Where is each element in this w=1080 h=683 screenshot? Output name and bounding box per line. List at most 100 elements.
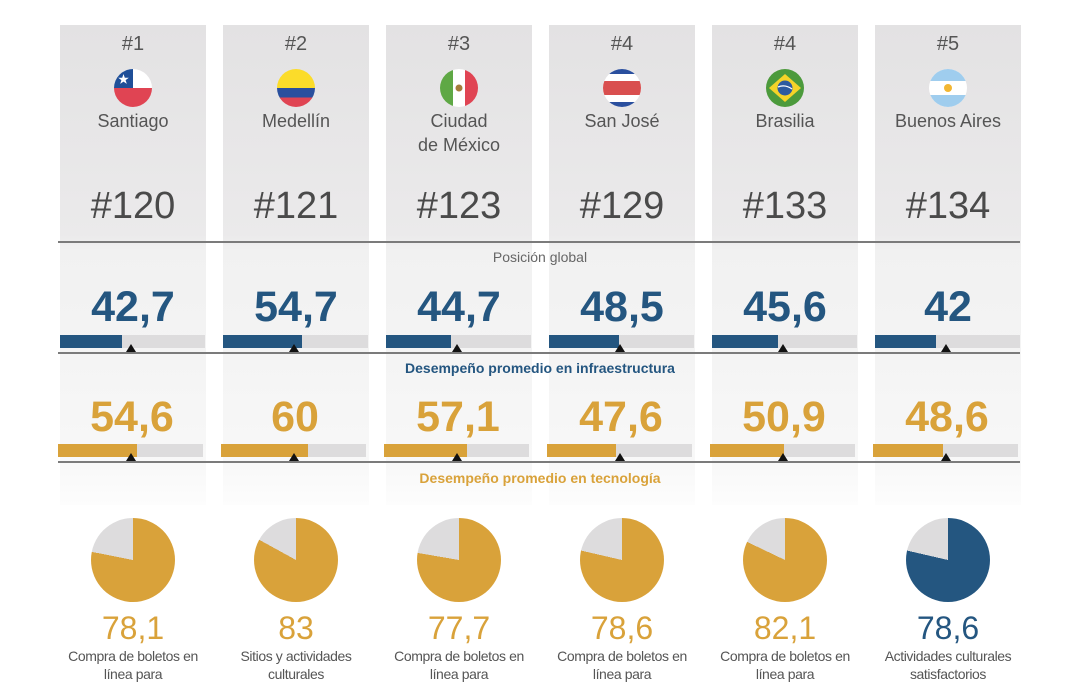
pie-chart — [417, 518, 501, 602]
pie-chart — [91, 518, 175, 602]
infra-bar-fill — [223, 335, 303, 348]
global-position: #120 — [90, 185, 176, 227]
pie-chart — [906, 518, 990, 602]
pie-description: Actividades culturales satisfactorios — [884, 648, 1012, 682]
pie-description: Sitios y actividades culturales — [240, 648, 352, 682]
average-marker-icon — [940, 453, 951, 461]
argentina-flag-icon — [929, 69, 967, 107]
tech-score: 57,1 — [416, 393, 500, 441]
tech-bar-fill — [873, 444, 944, 457]
infra-bar — [712, 335, 857, 352]
infra-bar-fill — [386, 335, 451, 348]
pie-description: Compra de boletos en línea para — [68, 648, 198, 682]
tech-score: 48,6 — [905, 393, 989, 441]
infra-score: 54,7 — [254, 283, 338, 331]
average-marker-icon — [777, 453, 788, 461]
regional-rank: #2 — [284, 33, 308, 55]
tech-score: 60 — [271, 393, 319, 441]
city-column: #1 Santiago #120 — [60, 25, 206, 505]
regional-rank: #5 — [936, 33, 960, 55]
city-name: Ciudad de México — [417, 111, 501, 155]
pie-value: 77,7 — [427, 610, 491, 646]
pie-value: 78,6 — [916, 610, 980, 646]
chile-flag-icon — [114, 69, 152, 107]
infra-score: 44,7 — [417, 283, 501, 331]
city-column: #3 Ciudad de México #123 — [386, 25, 532, 505]
global-position: #121 — [253, 185, 339, 227]
infra-bar — [875, 335, 1020, 352]
city-column: #4 Brasilia #133 — [712, 25, 858, 505]
regional-rank: #4 — [773, 33, 797, 55]
colombia-flag-icon — [277, 69, 315, 107]
average-marker-icon — [941, 344, 952, 352]
global-position: #134 — [905, 185, 991, 227]
pie-chart — [580, 518, 664, 602]
city-column: #4 San José #129 — [549, 25, 695, 505]
pie-chart — [254, 518, 338, 602]
pie-chart — [743, 518, 827, 602]
infra-bar — [549, 335, 694, 352]
pie-description: Compra de boletos en línea para — [557, 648, 687, 682]
average-marker-icon — [452, 344, 463, 352]
regional-rank: #3 — [447, 33, 471, 55]
infra-bar-fill — [712, 335, 779, 348]
tech-bar-fill — [221, 444, 308, 457]
infra-score: 48,5 — [580, 283, 664, 331]
pie-value: 82,1 — [753, 610, 817, 646]
city-name: Santiago — [97, 111, 169, 131]
separator-tech — [58, 461, 1020, 463]
average-marker-icon — [614, 453, 625, 461]
average-marker-icon — [778, 344, 789, 352]
infra-score: 45,6 — [743, 283, 827, 331]
infra-score: 42 — [924, 283, 972, 331]
infra-bar-fill — [60, 335, 122, 348]
tech-bar — [221, 444, 366, 461]
tech-bar-fill — [547, 444, 617, 457]
tech-bar — [873, 444, 1018, 461]
tech-bar — [384, 444, 529, 461]
tech-score: 47,6 — [579, 393, 663, 441]
label-global-position: Posición global — [492, 249, 588, 265]
pie-description: Compra de boletos en línea para — [720, 648, 850, 682]
separator-global — [58, 241, 1020, 243]
city-name: Brasilia — [755, 111, 815, 131]
costa-rica-flag-icon — [603, 69, 641, 107]
tech-bar-fill — [58, 444, 138, 457]
infra-bar — [60, 335, 205, 352]
average-marker-icon — [289, 344, 300, 352]
average-marker-icon — [125, 453, 136, 461]
city-name: Buenos Aires — [894, 111, 1002, 131]
tech-score: 54,6 — [90, 393, 174, 441]
tech-bar — [710, 444, 855, 461]
pie-value: 78,1 — [101, 610, 165, 646]
global-position: #129 — [579, 185, 665, 227]
average-marker-icon — [615, 344, 626, 352]
tech-bar — [58, 444, 203, 461]
tech-bar — [547, 444, 692, 461]
tech-bar-fill — [710, 444, 784, 457]
global-position: #123 — [416, 185, 502, 227]
global-position: #133 — [742, 185, 828, 227]
average-marker-icon — [126, 344, 137, 352]
infra-bar — [223, 335, 368, 352]
infra-bar-fill — [549, 335, 620, 348]
city-name: Medellín — [261, 111, 331, 131]
separator-infra — [58, 352, 1020, 354]
pie-description: Compra de boletos en línea para — [394, 648, 524, 682]
label-technology: Desempeño promedio en tecnología — [419, 470, 661, 486]
pie-value: 78,6 — [590, 610, 654, 646]
infra-bar-fill — [875, 335, 936, 348]
label-infrastructure: Desempeño promedio en infraestructura — [405, 360, 675, 376]
brazil-flag-icon — [766, 69, 804, 107]
regional-rank: #4 — [610, 33, 634, 55]
city-name: San José — [584, 111, 660, 131]
regional-rank: #1 — [121, 33, 145, 55]
average-marker-icon — [451, 453, 462, 461]
infra-score: 42,7 — [91, 283, 175, 331]
average-marker-icon — [288, 453, 299, 461]
tech-bar-fill — [384, 444, 467, 457]
mexico-flag-icon — [440, 69, 478, 107]
city-column: #5 Buenos Aires #134 — [875, 25, 1021, 505]
infra-bar — [386, 335, 531, 352]
tech-score: 50,9 — [742, 393, 826, 441]
